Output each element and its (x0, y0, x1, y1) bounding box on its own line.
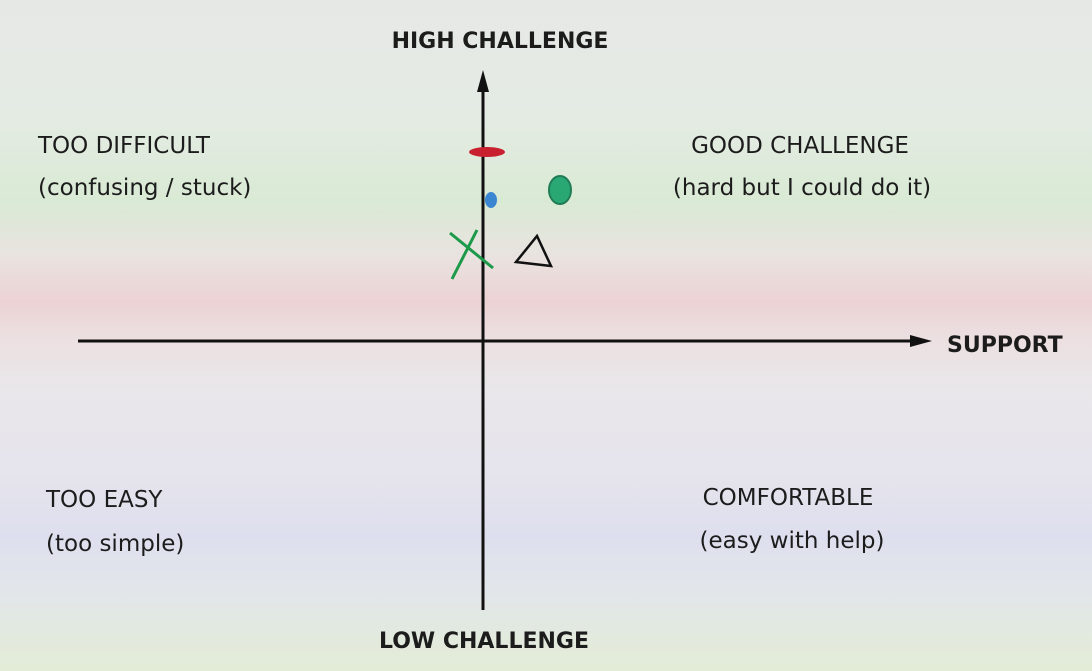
quadrant-subtitle: (easy with help) (700, 528, 885, 554)
triangle-mark (516, 236, 551, 266)
axis-right-label: SUPPORT (947, 333, 1063, 358)
quadrant-subtitle: (hard but I could do it) (673, 175, 931, 201)
axis-bottom-label: LOW CHALLENGE (379, 629, 589, 654)
board: HIGH CHALLENGE LOW CHALLENGE SUPPORT TOO… (0, 0, 1092, 671)
red-mark (469, 147, 505, 157)
quadrant-title: COMFORTABLE (703, 485, 874, 511)
quadrant-subtitle: (too simple) (46, 531, 184, 557)
quadrant-subtitle: (confusing / stuck) (38, 175, 251, 201)
quadrant-title: GOOD CHALLENGE (691, 133, 909, 159)
quadrant-title: TOO DIFFICULT (37, 133, 211, 159)
axis-top-label: HIGH CHALLENGE (392, 29, 609, 54)
blue-mark (485, 192, 497, 208)
arrow-up (477, 70, 489, 92)
diagram: HIGH CHALLENGE LOW CHALLENGE SUPPORT TOO… (0, 0, 1092, 671)
quadrant-title: TOO EASY (45, 487, 163, 513)
arrow-right (910, 335, 932, 347)
green-mark (549, 176, 571, 204)
